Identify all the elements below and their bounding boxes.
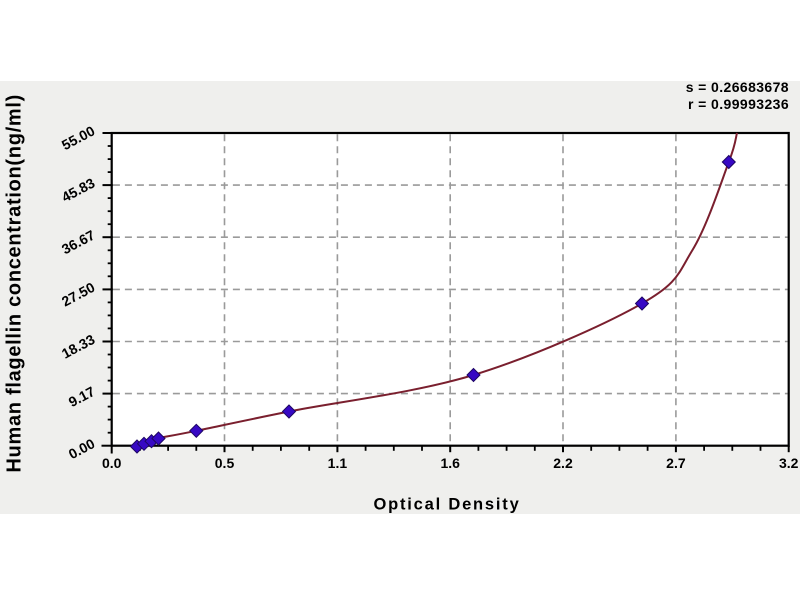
svg-text:3.2: 3.2 bbox=[779, 455, 799, 471]
svg-text:2.7: 2.7 bbox=[666, 455, 686, 471]
svg-text:1.6: 1.6 bbox=[440, 455, 460, 471]
svg-text:Human flagellin concentration(: Human flagellin concentration(ng/ml) bbox=[4, 94, 26, 473]
svg-text:0.5: 0.5 bbox=[215, 455, 235, 471]
svg-text:0.0: 0.0 bbox=[102, 455, 122, 471]
svg-text:s = 0.26683678: s = 0.26683678 bbox=[686, 79, 789, 95]
svg-text:r = 0.99993236: r = 0.99993236 bbox=[688, 96, 789, 112]
svg-text:Optical Density: Optical Density bbox=[373, 496, 520, 514]
svg-text:1.1: 1.1 bbox=[328, 455, 348, 471]
svg-text:2.2: 2.2 bbox=[553, 455, 573, 471]
